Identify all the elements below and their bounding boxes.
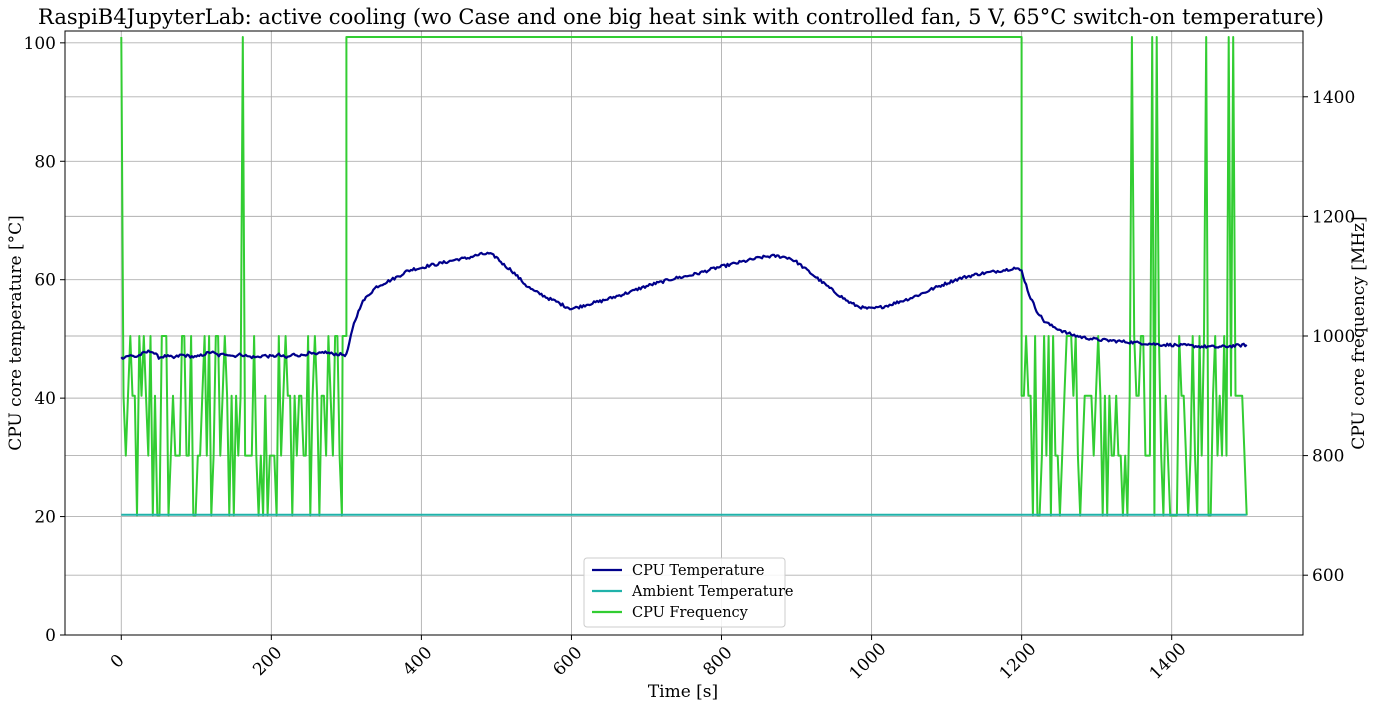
y-right-tick-label: 800 [1312, 447, 1344, 467]
y-left-tick-label: 80 [34, 152, 56, 172]
legend: CPU Temperature Ambient Temperature CPU … [583, 557, 794, 628]
plot-area [120, 36, 1248, 517]
y-axis-left-label: CPU core temperature [°C] [6, 215, 26, 451]
y-left-tick-label: 60 [34, 271, 56, 291]
legend-label-cpu-temperature: CPU Temperature [632, 563, 764, 579]
y-left-tick-label: 20 [34, 508, 56, 528]
y-right-tick-label: 1000 [1312, 327, 1355, 347]
legend-label-ambient-temperature: Ambient Temperature [631, 584, 794, 600]
y-right-tick-label: 1400 [1312, 88, 1355, 108]
chart-title: RaspiB4JupyterLab: active cooling (wo Ca… [38, 5, 1324, 29]
y-right-tick-label: 1200 [1312, 207, 1355, 227]
legend-box [583, 557, 786, 628]
y-axis-right-label: CPU core frequency [MHz] [1349, 216, 1369, 450]
legend-label-cpu-frequency: CPU Frequency [632, 605, 749, 621]
y-left-tick-label: 40 [34, 389, 56, 409]
x-axis-label: Time [s] [648, 682, 718, 702]
series-cpu-temperature [120, 251, 1248, 360]
y-left-tick-label: 0 [45, 626, 56, 646]
y-right-tick-label: 600 [1312, 566, 1344, 586]
axes-frame [64, 30, 1304, 636]
y-left-tick-label: 100 [24, 34, 56, 54]
